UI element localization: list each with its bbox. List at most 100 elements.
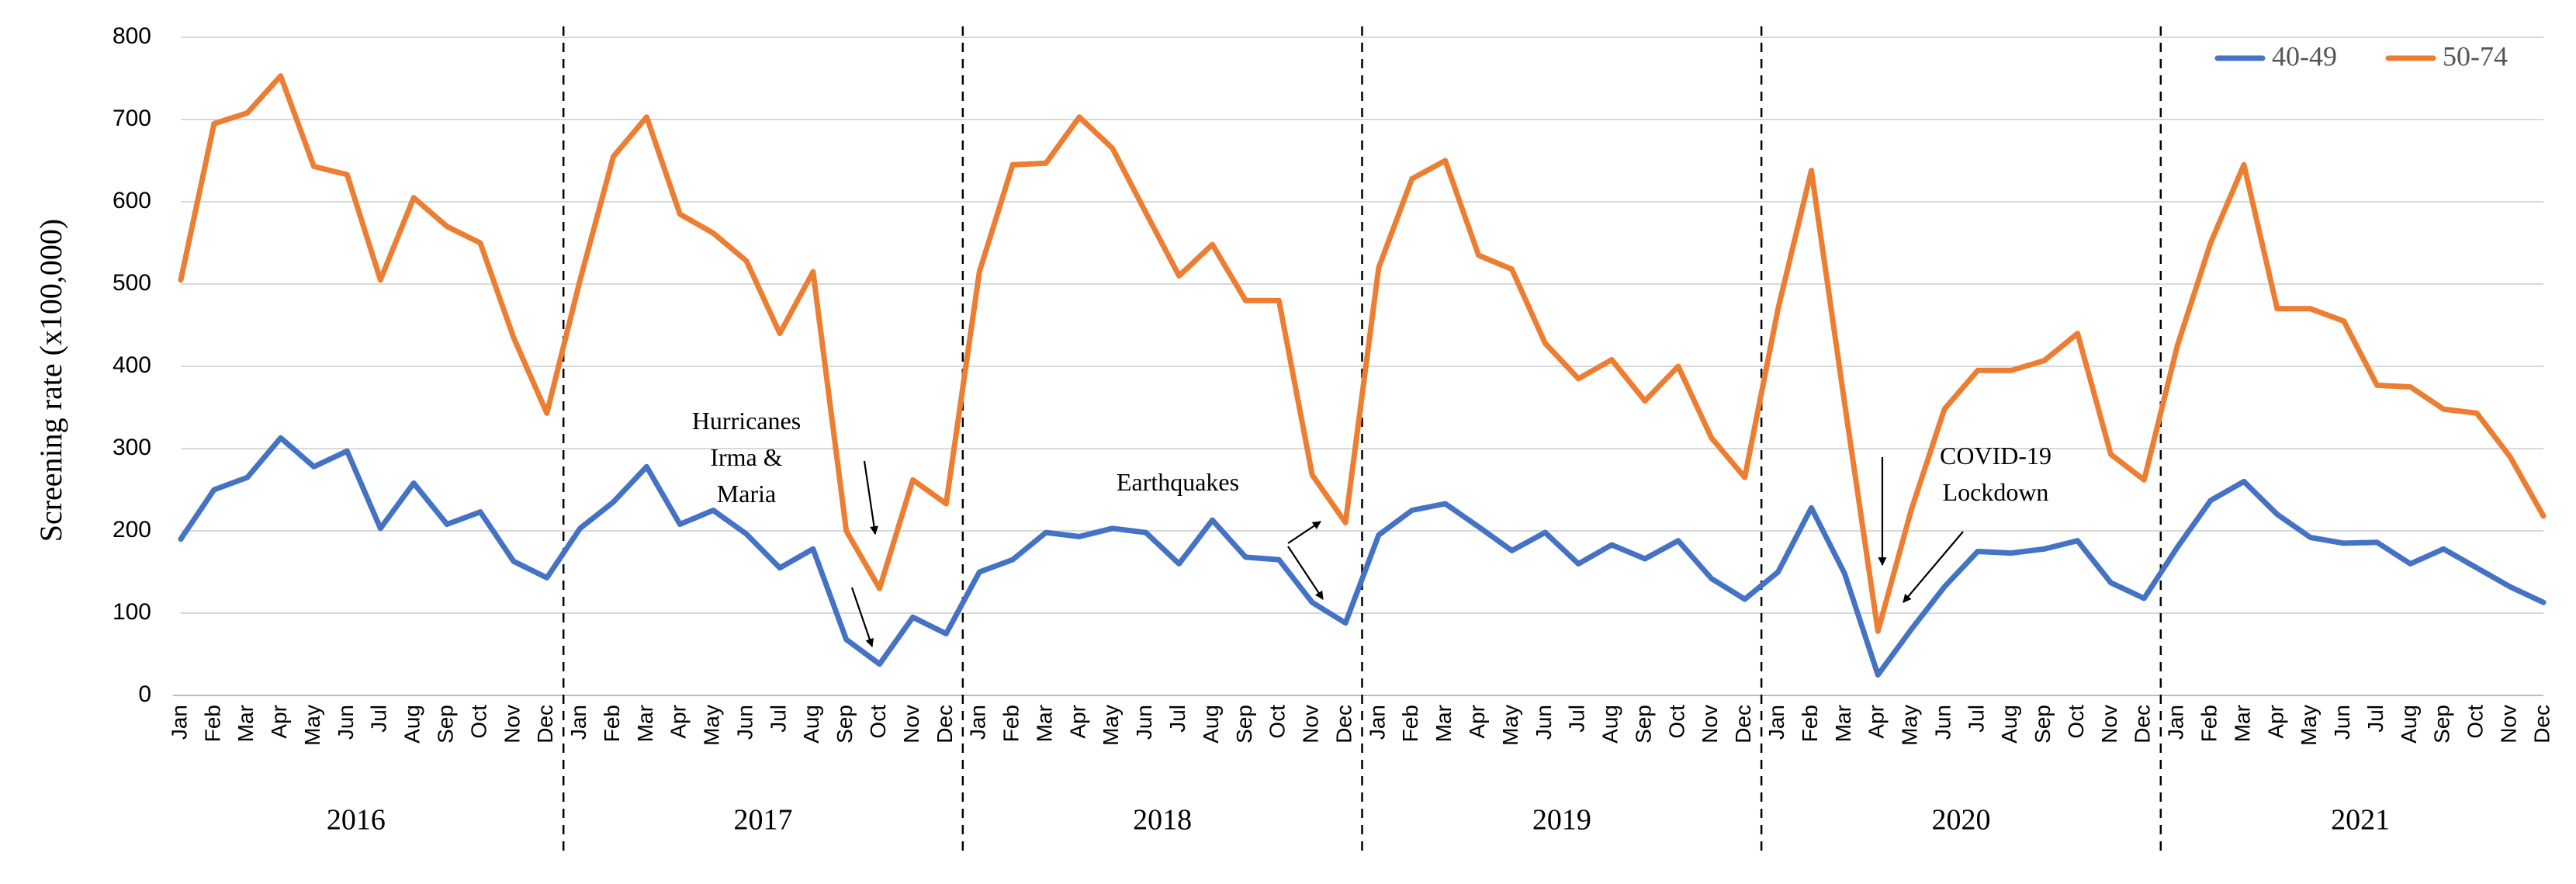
x-tick-label: Sep — [1232, 705, 1256, 744]
x-tick-label: Jan — [2164, 705, 2188, 740]
x-tick-label: May — [2297, 705, 2321, 746]
x-tick-label: May — [300, 705, 324, 746]
y-tick-label: 200 — [113, 517, 151, 543]
y-tick-label: 600 — [113, 188, 151, 213]
year-separators — [562, 26, 2162, 854]
x-tick-label: Mar — [1831, 705, 1855, 742]
year-label-2017: 2017 — [734, 804, 793, 837]
x-tick-label: Nov — [2497, 705, 2521, 744]
x-tick-label: Dec — [2529, 705, 2553, 744]
x-tick-label: Nov — [2097, 705, 2121, 744]
legend-label-40-49: 40-49 — [2272, 40, 2337, 71]
x-tick-label: Aug — [400, 705, 424, 744]
x-tick-label: Dec — [2131, 705, 2155, 744]
arrow-earthquakes-4049 — [1287, 546, 1324, 600]
x-tick-label: Oct — [1664, 705, 1688, 739]
year-label-2016: 2016 — [327, 804, 386, 837]
x-tick-label: Mar — [2230, 705, 2254, 742]
x-tick-label: Jun — [732, 705, 757, 740]
x-tick-label: Jun — [1132, 705, 1156, 740]
x-tick-label: Jun — [1532, 705, 1556, 740]
x-tick-label: Oct — [2064, 705, 2088, 739]
x-tick-label: Oct — [866, 705, 890, 739]
x-tick-labels: Jan Feb Mar Apr May Jun Jul Aug Sep Oct Nov Dec Jan F… — [167, 705, 2553, 746]
x-tick-label: Aug — [1598, 705, 1622, 744]
x-tick-label: May — [1099, 705, 1123, 746]
year-labels: 2016 2017 2018 2019 2020 2021 — [327, 804, 2390, 837]
year-label-2020: 2020 — [1931, 804, 1990, 837]
x-tick-label: Jul — [367, 705, 391, 733]
x-tick-label: Mar — [1432, 705, 1456, 742]
x-tick-label: Apr — [2263, 705, 2287, 739]
annotation-earthquakes: Earthquakes — [1117, 468, 1239, 496]
annotation-hurricanes-line: Maria — [717, 480, 776, 508]
annotation-covid-lockdown-line: Lockdown — [1943, 478, 2049, 506]
x-tick-label: Aug — [1199, 705, 1223, 744]
x-tick-label: Apr — [1065, 705, 1089, 739]
annotation-hurricanes-line: Irma & — [710, 443, 782, 471]
y-axis-label: Screening rate (x100,000) — [33, 219, 68, 543]
x-tick-label: Jan — [167, 705, 191, 740]
gridlines — [181, 36, 2543, 614]
x-tick-label: Jul — [2363, 705, 2387, 733]
x-tick-label: Sep — [833, 705, 857, 744]
x-tick-label: Apr — [1864, 705, 1889, 739]
x-tick-label: Aug — [2397, 705, 2421, 744]
x-tick-label: Apr — [667, 705, 691, 739]
x-tick-label: Feb — [200, 705, 224, 742]
x-tick-label: Jan — [966, 705, 990, 740]
arrow-hurricanes-5074 — [863, 460, 878, 536]
x-tick-label: Jun — [2330, 705, 2354, 740]
year-label-2021: 2021 — [2331, 804, 2390, 837]
x-tick-label: Dec — [1331, 705, 1356, 744]
x-tick-label: Jul — [766, 705, 790, 733]
legend-label-50-74: 50-74 — [2443, 40, 2508, 71]
x-tick-label: Aug — [1997, 705, 2021, 744]
x-tick-label: Oct — [1265, 705, 1290, 739]
y-tick-label: 100 — [113, 599, 151, 625]
x-tick-label: Sep — [2430, 705, 2454, 744]
series-line-40-49 — [178, 435, 2547, 678]
x-tick-label: Sep — [2031, 705, 2055, 744]
x-tick-label: Jan — [566, 705, 590, 740]
x-tick-label: Sep — [433, 705, 457, 744]
series-line-50-74 — [178, 73, 2547, 634]
year-label-2019: 2019 — [1532, 804, 1591, 837]
x-tick-label: Mar — [633, 705, 657, 742]
x-tick-label: Dec — [533, 705, 557, 744]
x-tick-label: Nov — [899, 705, 923, 744]
arrow-hurricanes-4049 — [850, 587, 874, 648]
x-tick-label: Mar — [1032, 705, 1056, 742]
x-tick-label: Nov — [500, 705, 524, 744]
y-tick-labels: 0 100 200 300 400 500 600 700 800 — [113, 23, 151, 707]
x-tick-label: Feb — [600, 705, 624, 742]
x-tick-label: Jul — [1165, 705, 1189, 733]
y-tick-label: 400 — [113, 352, 151, 378]
arrow-earthquakes-5074 — [1287, 521, 1321, 544]
y-tick-label: 300 — [113, 435, 151, 460]
x-tick-label: Sep — [1631, 705, 1655, 744]
x-tick-label: Jan — [1764, 705, 1788, 740]
y-tick-label: 0 — [138, 681, 151, 707]
annotation-hurricanes: Hurricanes Irma & Maria — [692, 407, 801, 508]
x-tick-label: Nov — [1299, 705, 1323, 744]
x-tick-label: Oct — [466, 705, 490, 739]
x-tick-label: Feb — [999, 705, 1023, 742]
annotation-earthquakes-line: Earthquakes — [1117, 468, 1239, 496]
x-tick-label: Mar — [234, 705, 258, 742]
annotations: Hurricanes Irma & Maria Earthquakes COVID-19… — [692, 407, 2051, 648]
x-tick-label: Feb — [1798, 705, 1822, 742]
legend: 40-49 50-74 — [2214, 40, 2508, 71]
x-tick-label: Jun — [334, 705, 358, 740]
x-tick-label: Dec — [1731, 705, 1755, 744]
x-tick-label: Jun — [1930, 705, 1955, 740]
x-tick-label: Apr — [267, 705, 291, 739]
y-tick-label: 700 — [113, 106, 151, 131]
x-tick-label: Jul — [1565, 705, 1589, 733]
x-tick-label: May — [1498, 705, 1522, 746]
x-tick-label: May — [1898, 705, 1922, 746]
y-tick-label: 800 — [113, 23, 151, 49]
year-label-2018: 2018 — [1133, 804, 1192, 837]
